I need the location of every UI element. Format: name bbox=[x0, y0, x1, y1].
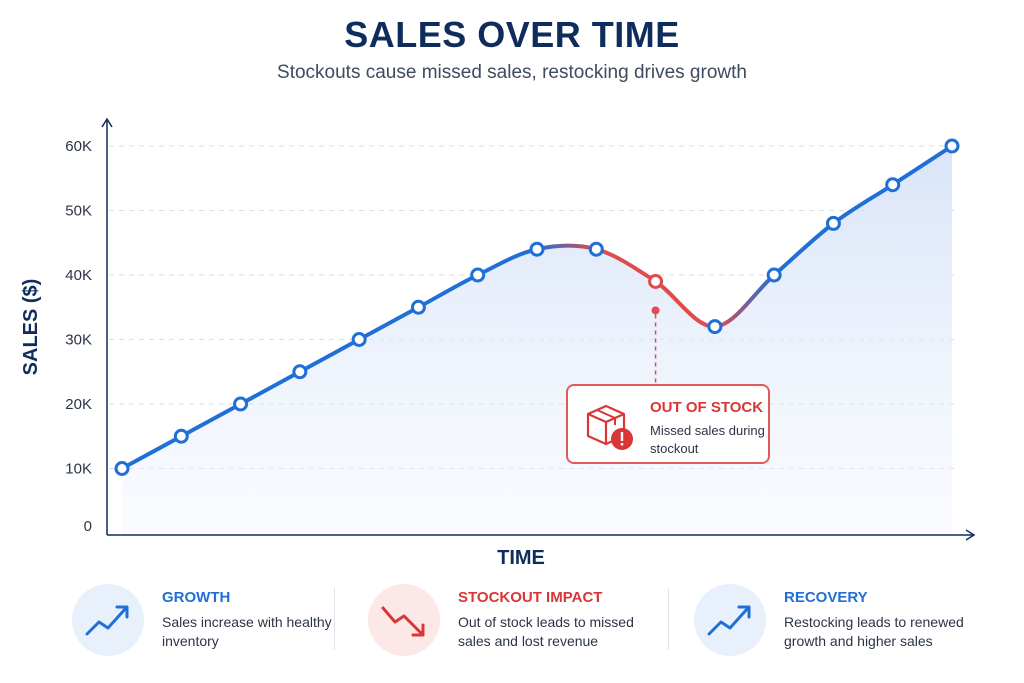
data-point bbox=[470, 267, 486, 283]
box-alert-icon bbox=[586, 404, 633, 450]
leader-dot bbox=[651, 306, 660, 315]
y-axis-arrow bbox=[101, 117, 113, 128]
panel-text: Out of stock leads to missed sales and l… bbox=[458, 614, 634, 649]
area-fill bbox=[122, 146, 952, 533]
y-tick-label: 60K bbox=[65, 138, 92, 155]
y-tick-label: 20K bbox=[65, 396, 92, 413]
data-point bbox=[529, 241, 545, 257]
panel-stockout-impact: STOCKOUT IMPACT Out of stock leads to mi… bbox=[368, 580, 668, 670]
panel-recovery: RECOVERY Restocking leads to renewed gro… bbox=[694, 580, 1004, 670]
y-tick-label: 50K bbox=[65, 203, 92, 220]
data-point bbox=[410, 299, 426, 315]
panel-title: GROWTH bbox=[162, 589, 231, 606]
data-point bbox=[707, 319, 723, 335]
panel-growth: GROWTH Sales increase with healthy inven… bbox=[72, 580, 332, 670]
panel-text: Restocking leads to renewed growth and h… bbox=[784, 614, 964, 649]
data-point bbox=[885, 177, 901, 193]
y-tick-label: 30K bbox=[65, 332, 92, 349]
x-axis-label: TIME bbox=[497, 547, 545, 569]
data-point bbox=[944, 138, 960, 154]
y-tick-label: 0 bbox=[84, 518, 92, 535]
data-point bbox=[173, 428, 189, 444]
sales-line-recovery bbox=[772, 144, 954, 277]
callout-title: OUT OF STOCK bbox=[650, 399, 764, 416]
chart-subtitle: Stockouts cause missed sales, restocking… bbox=[277, 62, 747, 83]
trend-up-icon bbox=[694, 584, 766, 656]
data-point bbox=[766, 267, 782, 283]
out-of-stock-callout: OUT OF STOCK Missed sales during stockou… bbox=[566, 384, 770, 464]
chart-title: SALES OVER TIME bbox=[344, 14, 680, 55]
x-axis-arrow bbox=[965, 529, 976, 541]
panel-title: RECOVERY bbox=[784, 589, 868, 606]
panel-text: Sales increase with healthy inventory bbox=[162, 614, 332, 649]
trend-up-icon bbox=[72, 584, 144, 656]
callout-text: Missed sales during stockout bbox=[650, 423, 765, 456]
data-point bbox=[292, 364, 308, 380]
panel-title: STOCKOUT IMPACT bbox=[458, 589, 603, 606]
y-tick-label: 10K bbox=[65, 461, 92, 478]
panel-divider bbox=[668, 588, 669, 650]
y-tick-label: 40K bbox=[65, 267, 92, 284]
panel-divider bbox=[334, 588, 335, 650]
data-point bbox=[233, 396, 249, 412]
data-point bbox=[114, 461, 130, 476]
data-point bbox=[588, 241, 604, 257]
data-point bbox=[825, 215, 841, 231]
y-axis-label: SALES ($) bbox=[20, 279, 42, 376]
data-point bbox=[351, 332, 367, 347]
trend-down-icon bbox=[368, 584, 440, 656]
data-point bbox=[648, 273, 664, 289]
